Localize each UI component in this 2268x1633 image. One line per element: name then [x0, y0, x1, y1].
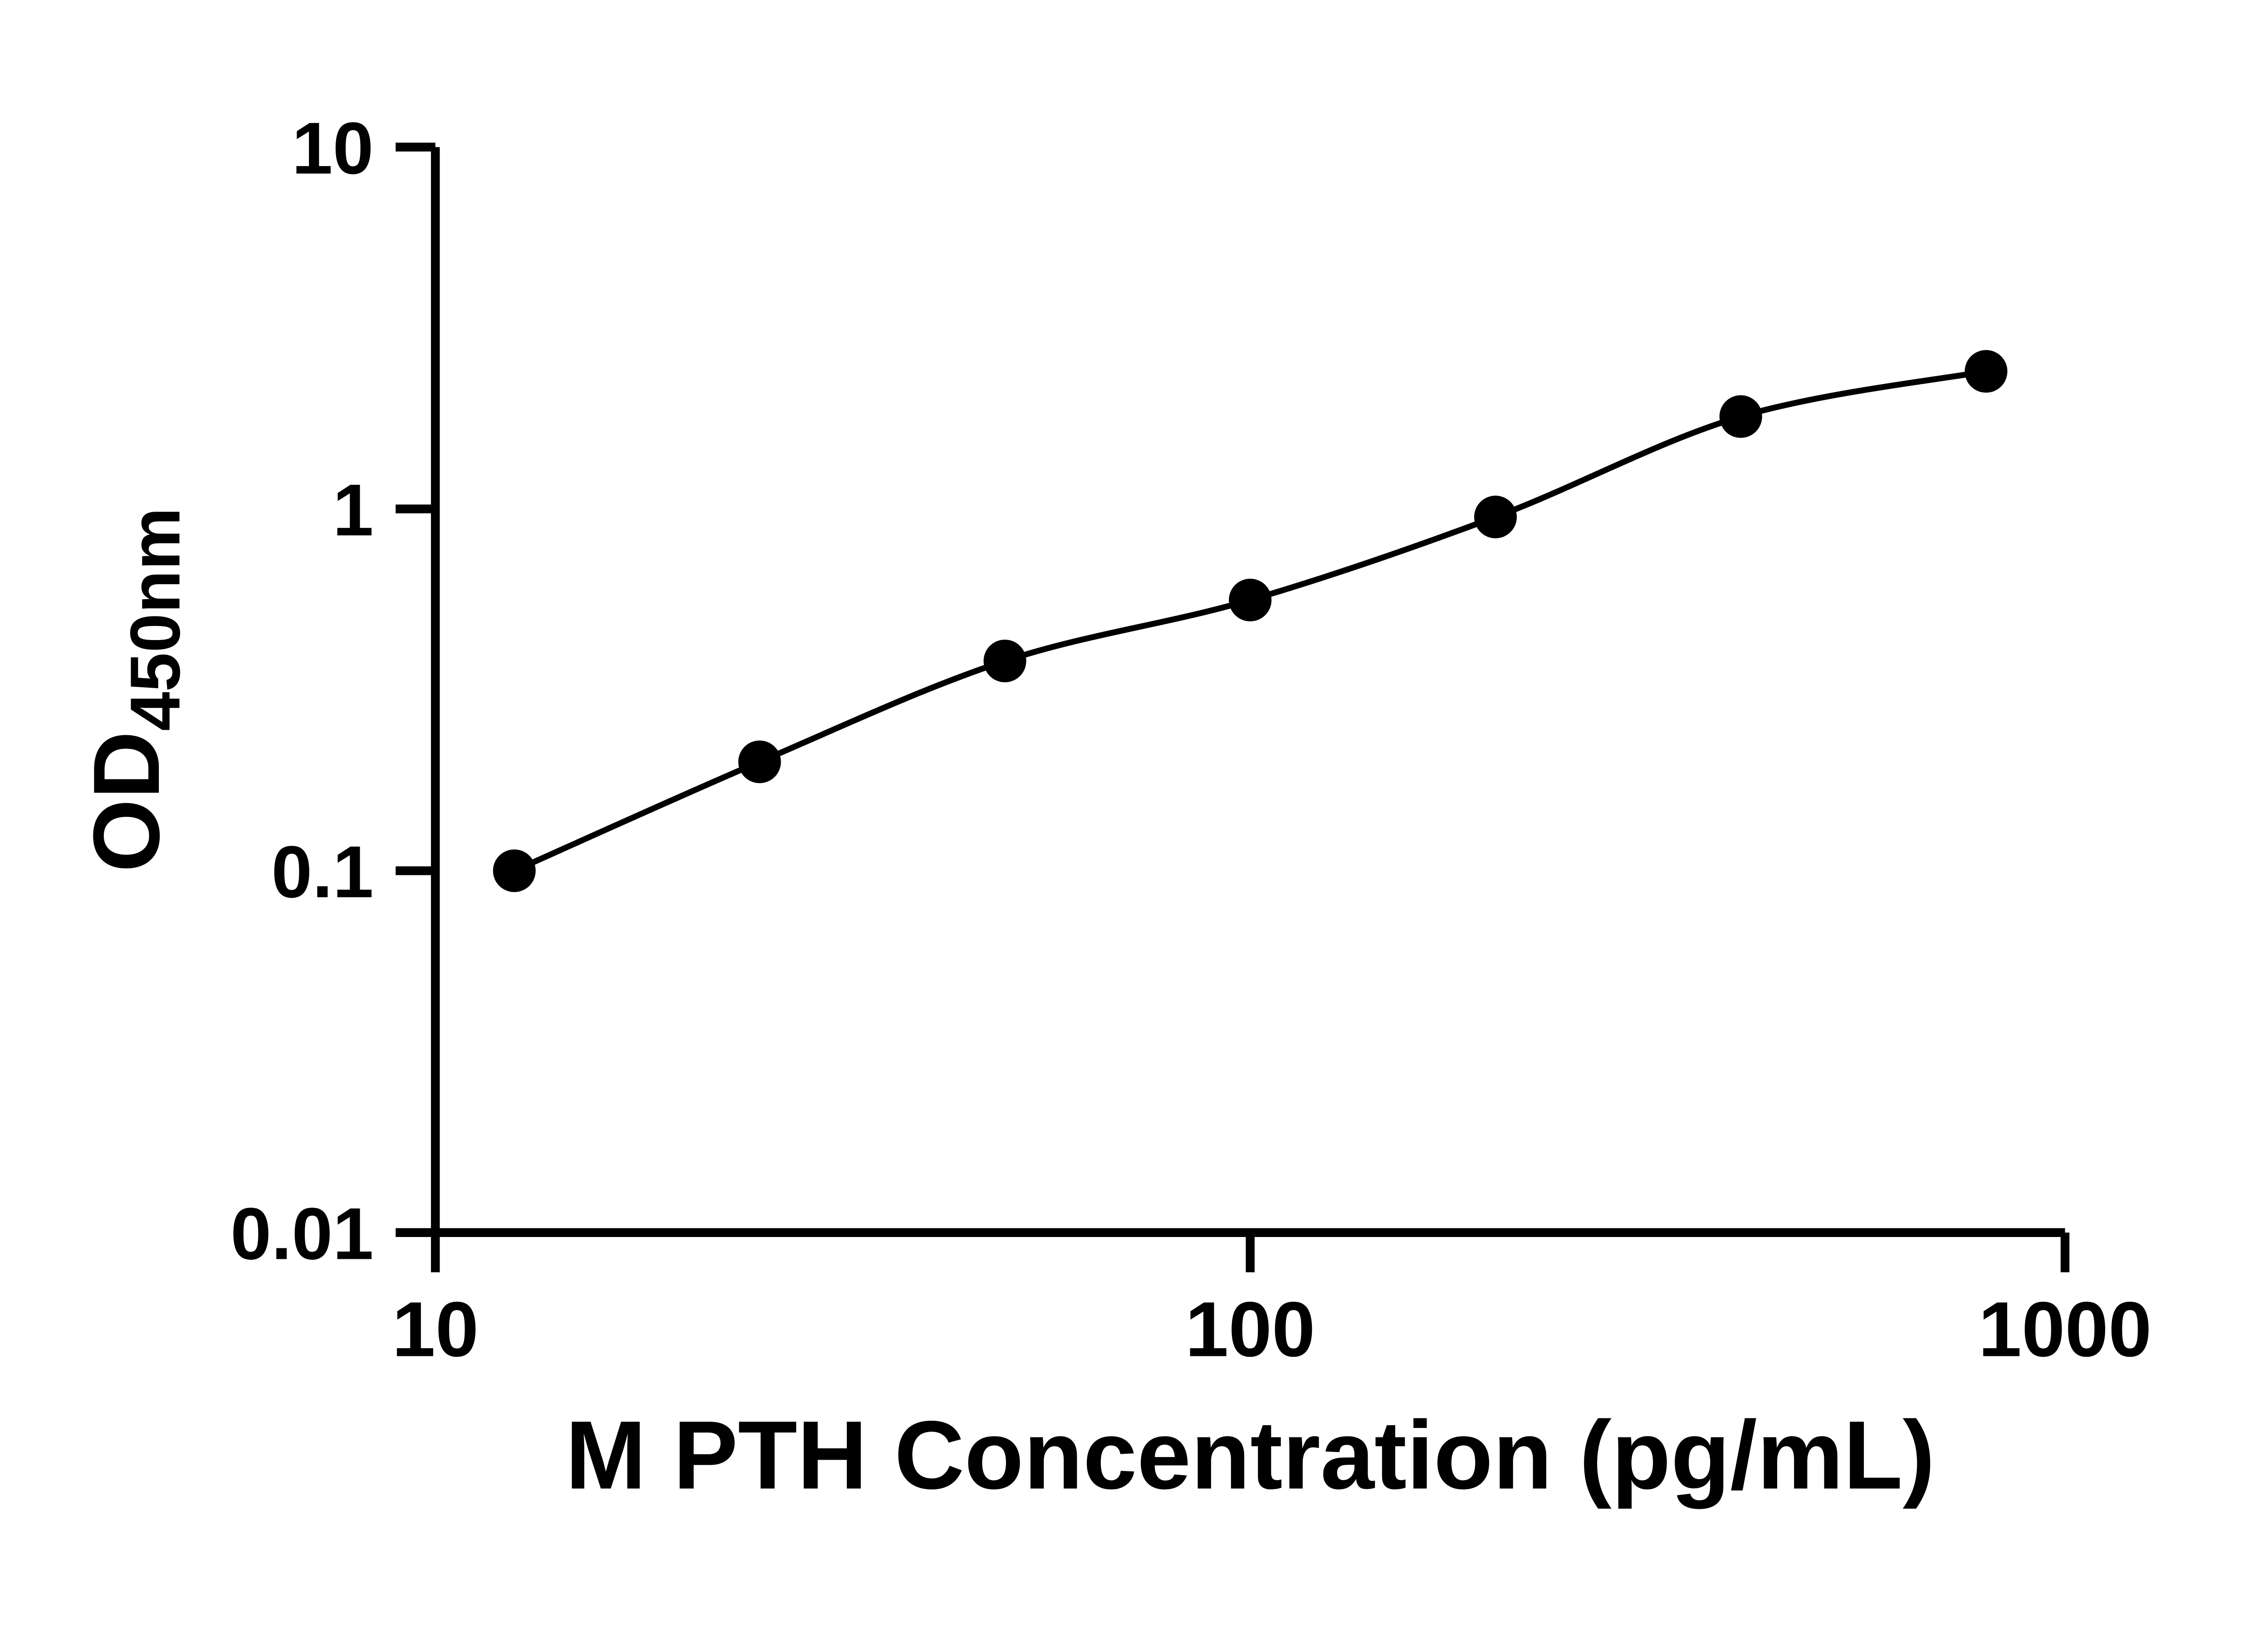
- data-point: [1229, 578, 1272, 621]
- chart-background: [0, 0, 2268, 1589]
- y-axis-tick-label: 0.1: [271, 831, 373, 913]
- x-axis-tick-label: 1000: [1978, 1286, 2151, 1373]
- data-point: [738, 740, 781, 783]
- y-axis-tick-label: 1: [332, 469, 373, 551]
- elisa-standard-curve-chart: 10 100 1000 0.01 0.1 1 10 M PTH Concentration (…: [0, 0, 2268, 1589]
- data-point: [983, 640, 1026, 683]
- y-axis-tick-label: 10: [292, 108, 373, 190]
- data-point: [493, 849, 536, 892]
- y-axis-tick-label: 0.01: [230, 1193, 374, 1275]
- y-axis-title-subscript: 450nm: [116, 508, 195, 731]
- data-point: [1719, 395, 1762, 438]
- x-axis-title: M PTH Concentration (pg/mL): [565, 1401, 1935, 1509]
- y-axis-title-main: OD: [73, 731, 179, 872]
- x-axis-tick-label: 10: [392, 1286, 479, 1373]
- standard-curve-figure: 10 100 1000 0.01 0.1 1 10 M PTH Concentration (…: [0, 0, 2268, 1589]
- y-axis-title: OD450nm: [73, 508, 194, 872]
- data-point: [1474, 495, 1517, 538]
- x-axis-tick-label: 100: [1185, 1286, 1315, 1373]
- data-point: [1965, 350, 2008, 393]
